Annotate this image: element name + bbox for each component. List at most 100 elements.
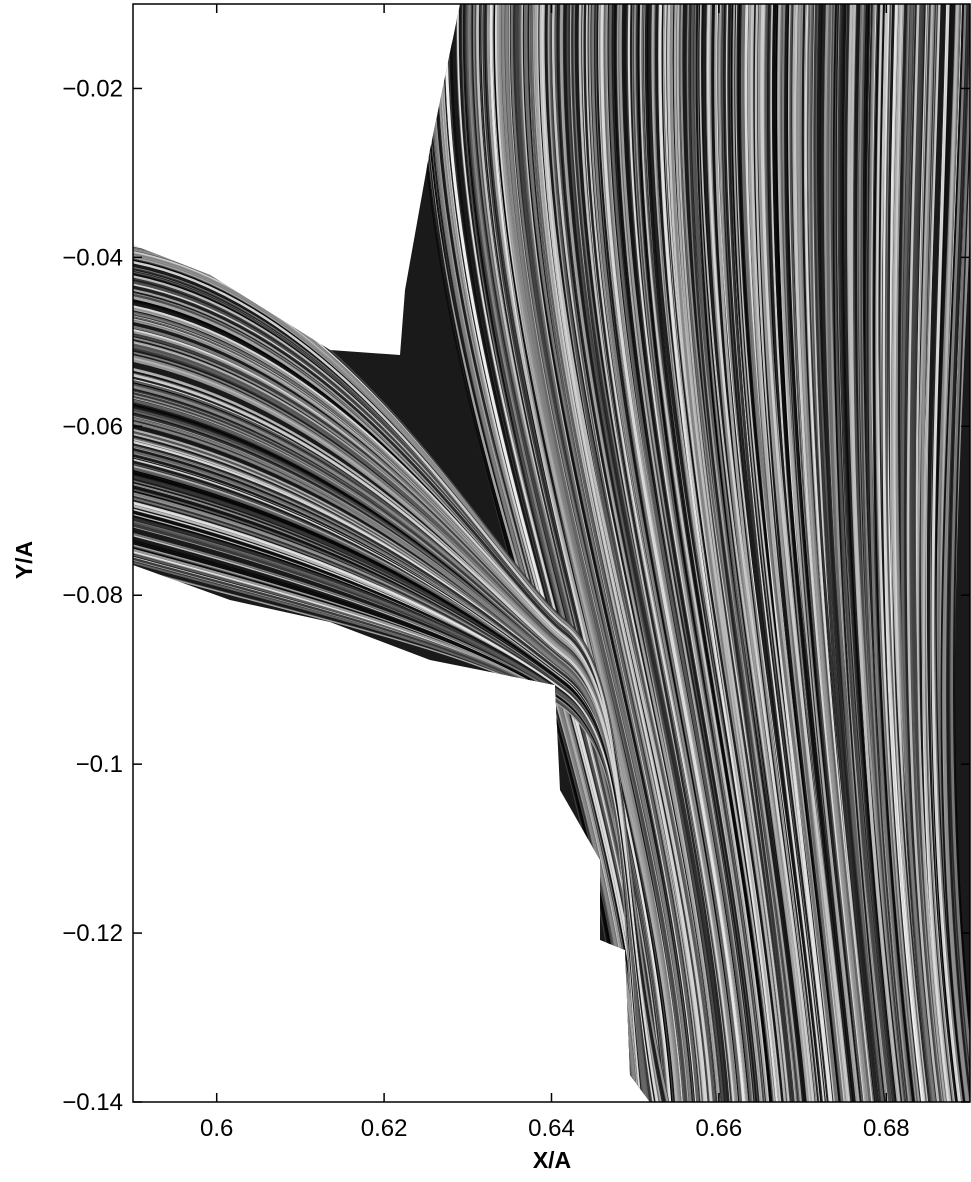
flow-streak	[659, 4, 779, 1102]
flow-streak	[570, 4, 730, 1102]
flow-streak	[706, 4, 816, 1102]
flow-streak	[560, 4, 721, 1102]
flow-streak	[608, 4, 754, 1102]
flow-streak	[891, 4, 930, 1102]
flow-streak	[868, 4, 913, 1102]
flow-streak	[485, 4, 671, 1102]
x-tick-label: 0.62	[361, 1115, 408, 1142]
flow-streak	[639, 4, 771, 1102]
x-tick-label: 0.66	[696, 1115, 743, 1142]
flow-streak	[830, 4, 893, 1102]
flow-streak	[723, 4, 823, 1102]
flow-streak	[510, 4, 693, 1102]
flow-streak	[644, 4, 774, 1102]
flow-streak	[946, 4, 970, 1102]
flow-streak	[908, 4, 944, 1102]
flow-streak	[784, 4, 857, 1102]
flow-streak	[531, 4, 700, 1102]
y-axis-label: Y/A	[11, 541, 37, 579]
flow-streak	[693, 4, 799, 1102]
x-tick-label: 0.64	[528, 1115, 575, 1142]
flow-streak	[533, 4, 705, 1102]
flow-streak	[617, 4, 755, 1102]
flow-streak	[688, 4, 796, 1102]
flow-streak	[915, 4, 950, 1102]
flow-streak	[741, 4, 839, 1102]
flow-streak	[133, 469, 657, 1102]
flow-streak	[480, 4, 666, 1102]
flow-streak	[676, 4, 791, 1102]
flow-streak	[698, 4, 808, 1102]
flow-streak	[133, 519, 651, 1102]
flow-streak	[906, 4, 941, 1102]
flow-streak	[812, 4, 874, 1102]
y-tick-label: −0.14	[62, 1089, 123, 1116]
flow-streak	[890, 4, 927, 1102]
flow-streak	[714, 4, 814, 1102]
flow-streak	[541, 4, 714, 1102]
flow-streak	[505, 4, 683, 1102]
y-tick-label: −0.12	[62, 920, 123, 947]
flow-streak	[482, 4, 669, 1102]
flow-streak	[940, 4, 967, 1102]
flow-streak	[860, 4, 907, 1102]
flow-streak	[952, 4, 970, 1102]
flow-streak	[566, 4, 725, 1102]
flow-streak	[603, 4, 750, 1102]
flow-streak	[835, 4, 895, 1102]
flow-streak	[760, 4, 851, 1102]
flow-streak	[133, 542, 644, 1102]
flow-streak	[600, 4, 746, 1102]
flow-streak	[857, 4, 905, 1102]
flow-streak	[922, 4, 953, 1102]
x-tick-label: 0.6	[200, 1115, 233, 1142]
flow-streak	[950, 4, 970, 1102]
flow-streak	[796, 4, 868, 1102]
flow-streak	[673, 4, 787, 1102]
flow-streak	[849, 4, 901, 1102]
flow-streak	[813, 4, 883, 1102]
flow-streak	[772, 4, 855, 1102]
flow-streak	[882, 4, 925, 1102]
flow-streak	[708, 4, 811, 1102]
x-axis-label: X/A	[533, 1147, 571, 1173]
flow-streak	[931, 4, 962, 1102]
x-tick-label: 0.68	[863, 1115, 910, 1142]
flow-streak	[662, 4, 781, 1102]
flow-streak	[872, 4, 916, 1102]
flow-streak	[777, 4, 861, 1102]
flow-streak	[133, 304, 660, 1102]
y-tick-label: −0.04	[62, 244, 123, 271]
flow-streak	[508, 4, 690, 1102]
y-tick-label: −0.02	[62, 75, 123, 102]
y-tick-label: −0.08	[62, 582, 123, 609]
flow-texture	[133, 4, 970, 1102]
flow-streak	[735, 4, 831, 1102]
flow-streak	[585, 4, 735, 1102]
flow-streak	[486, 4, 679, 1102]
y-tick-label: −0.06	[62, 413, 123, 440]
flow-streak	[632, 4, 766, 1102]
flow-streak	[539, 4, 709, 1102]
flow-streak	[729, 4, 829, 1102]
flow-streak	[716, 4, 821, 1102]
flow-streak	[549, 4, 711, 1102]
flow-streak	[568, 4, 728, 1102]
flow-streak	[651, 4, 783, 1102]
flow-streak	[913, 4, 950, 1102]
flow-streak	[522, 4, 696, 1102]
flow-streak	[839, 4, 897, 1102]
flow-streak	[489, 4, 672, 1102]
flow-streak	[789, 4, 865, 1102]
flow-streak	[878, 4, 923, 1102]
flow-streak	[832, 4, 887, 1102]
flow-streak	[583, 4, 731, 1102]
flow-streak	[799, 4, 870, 1102]
flow-streak	[591, 4, 739, 1102]
flow-streak	[866, 4, 909, 1102]
flow-streak	[942, 4, 970, 1102]
flow-streak	[596, 4, 740, 1102]
y-tick-label: −0.1	[76, 751, 123, 778]
flow-streak	[917, 4, 948, 1102]
